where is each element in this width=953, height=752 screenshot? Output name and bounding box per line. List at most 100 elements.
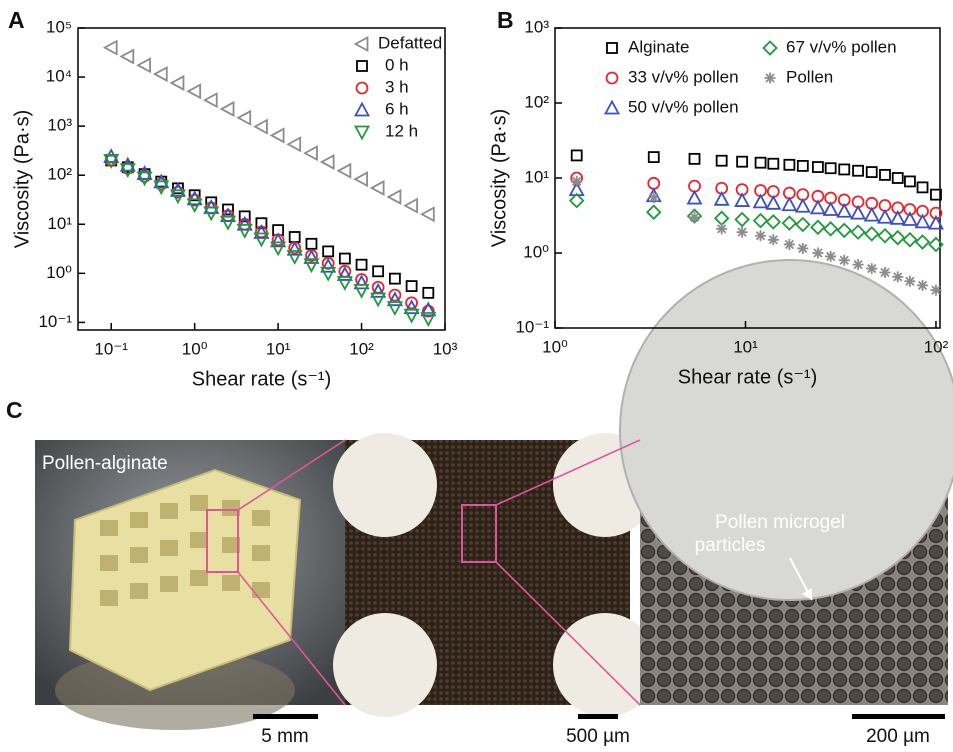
legend-marker: [606, 102, 619, 114]
marker: [838, 205, 851, 217]
y-tick-label: 10⁻¹: [515, 317, 549, 336]
marker: [903, 233, 916, 246]
marker: [372, 293, 385, 305]
legend-label: 67 v/v% pollen: [786, 37, 897, 56]
legend-marker: [357, 61, 367, 71]
marker: [388, 190, 400, 203]
marker: [838, 224, 851, 237]
marker: [272, 129, 284, 142]
marker: [306, 239, 316, 249]
marker: [422, 208, 434, 221]
legend-marker: [356, 104, 369, 116]
marker: [171, 76, 183, 89]
marker: [138, 59, 150, 72]
marker: [373, 266, 383, 276]
marker: [390, 274, 400, 284]
marker: [824, 203, 837, 215]
marker: [754, 214, 767, 227]
marker: [755, 230, 766, 241]
photo-scaffold: [35, 440, 345, 730]
marker: [824, 222, 837, 235]
y-tick-label: 10³: [47, 116, 72, 135]
x-tick-label: 10²: [924, 337, 949, 356]
marker: [756, 158, 766, 168]
marker: [865, 227, 878, 240]
marker: [323, 246, 333, 256]
legend-label: 33 v/v% pollen: [628, 67, 739, 86]
marker: [812, 248, 823, 259]
y-tick-label: 10²: [524, 92, 549, 111]
marker: [649, 152, 659, 162]
marker: [288, 138, 300, 151]
marker: [571, 176, 582, 187]
y-tick-label: 10⁻¹: [38, 312, 72, 331]
marker: [716, 223, 727, 234]
marker: [737, 157, 747, 167]
marker: [407, 281, 417, 291]
legend-label: 3 h: [385, 77, 409, 96]
y-tick-label: 10⁴: [46, 67, 72, 86]
legend-marker: [764, 42, 777, 55]
marker: [205, 94, 217, 107]
marker: [839, 255, 850, 266]
x-tick-label: 10⁰: [182, 339, 208, 358]
marker: [825, 251, 836, 262]
micrograph-particles: [620, 260, 953, 705]
figure: C Pollen-alginate Pollen microgel partic…: [0, 0, 953, 747]
marker: [737, 227, 748, 238]
marker: [798, 161, 808, 171]
scale-bars: [253, 714, 945, 719]
marker: [338, 164, 350, 177]
legend-label: Alginate: [628, 37, 689, 56]
scale-label: 5 mm: [261, 726, 309, 747]
marker: [879, 267, 890, 278]
marker: [918, 182, 928, 192]
marker: [891, 212, 904, 224]
marker: [121, 50, 133, 63]
legend-label: 12 h: [385, 121, 418, 140]
marker: [811, 221, 824, 234]
image-label: particles: [695, 535, 766, 556]
legend-marker: [607, 43, 617, 53]
x-axis-title: Shear rate (s⁻¹): [678, 366, 817, 388]
marker: [916, 236, 929, 249]
scale-label: 200 µm: [866, 726, 930, 747]
y-tick-label: 10¹: [524, 167, 549, 186]
marker: [423, 288, 433, 298]
y-axis-title: Viscosity (Pa·s): [11, 110, 33, 249]
marker: [357, 260, 367, 270]
marker: [255, 234, 268, 246]
image-label: Pollen microgel: [715, 512, 845, 533]
marker: [570, 194, 583, 207]
page: {"chart_data": [ {"type": "scatter", "pa…: [0, 0, 953, 752]
marker: [272, 242, 285, 254]
legend-marker: [765, 73, 776, 84]
marker: [903, 213, 916, 225]
marker: [768, 234, 779, 245]
marker: [784, 239, 795, 250]
marker: [405, 310, 418, 322]
y-tick-label: 10⁰: [46, 263, 72, 282]
marker: [715, 212, 728, 225]
marker: [736, 213, 749, 226]
y-tick-label: 10⁵: [46, 17, 72, 36]
marker: [222, 217, 235, 229]
y-tick-label: 10⁰: [523, 242, 549, 261]
marker: [105, 41, 117, 54]
legend-marker: [356, 127, 369, 139]
image-label: Pollen-alginate: [42, 453, 168, 474]
legend-label: 6 h: [385, 99, 409, 118]
scale-label: 500 µm: [566, 726, 630, 747]
legend-label: Pollen: [786, 67, 833, 86]
marker: [783, 198, 796, 210]
marker: [893, 173, 903, 183]
marker: [796, 200, 809, 212]
y-tick-label: 10³: [524, 17, 549, 36]
legend-marker: [356, 38, 368, 51]
panel-label: C: [6, 397, 23, 423]
marker: [155, 68, 167, 81]
legend-label: 0 h: [385, 55, 409, 74]
marker: [796, 218, 809, 231]
marker: [572, 150, 582, 160]
marker: [783, 217, 796, 230]
